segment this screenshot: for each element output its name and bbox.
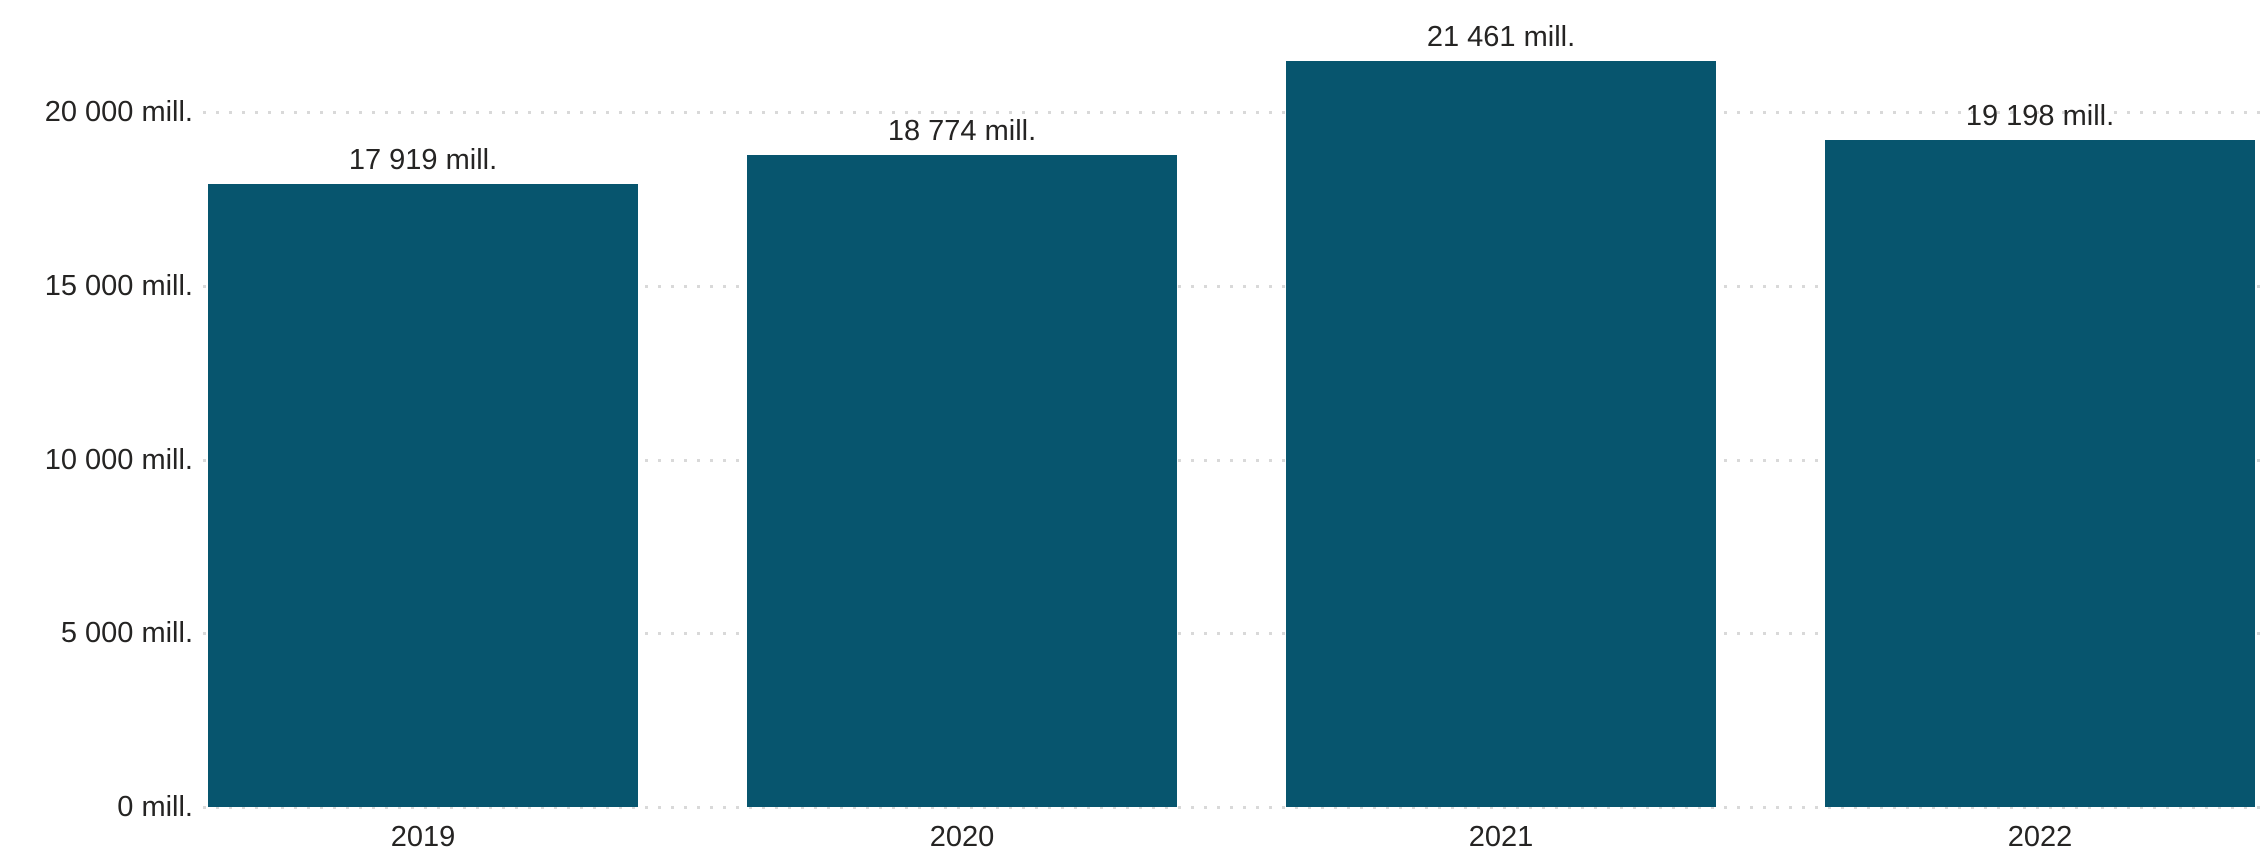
gridline-10000 — [203, 458, 2266, 462]
x-axis-label-2021: 2021 — [1468, 821, 1534, 853]
bar-value-label-2022: 19 198 mill. — [1965, 99, 2115, 132]
y-axis-label-10000: 10 000 mill. — [44, 443, 193, 476]
y-axis-label-0: 0 mill. — [117, 791, 193, 823]
gridline-5000 — [203, 632, 2266, 636]
bar-2019[interactable] — [208, 184, 638, 807]
bar-value-label-2021: 21 461 mill. — [1426, 21, 1576, 54]
x-axis-label-2022: 2022 — [2007, 821, 2073, 853]
bar-value-label-2019: 17 919 mill. — [348, 144, 498, 177]
y-axis-label-15000: 15 000 mill. — [44, 269, 193, 302]
bar-2020[interactable] — [747, 154, 1177, 807]
gridline-15000 — [203, 284, 2266, 288]
y-axis-label-20000: 20 000 mill. — [44, 96, 193, 128]
x-axis-label-2020: 2020 — [929, 821, 995, 853]
bar-2021[interactable] — [1286, 61, 1716, 807]
gridline-0 — [203, 806, 2266, 809]
y-axis-label-5000: 5 000 mill. — [60, 617, 193, 650]
x-axis-label-2019: 2019 — [390, 821, 456, 853]
bar-2022[interactable] — [1825, 139, 2255, 807]
bar-value-label-2020: 18 774 mill. — [887, 114, 1037, 147]
gridline-20000 — [203, 111, 2266, 114]
